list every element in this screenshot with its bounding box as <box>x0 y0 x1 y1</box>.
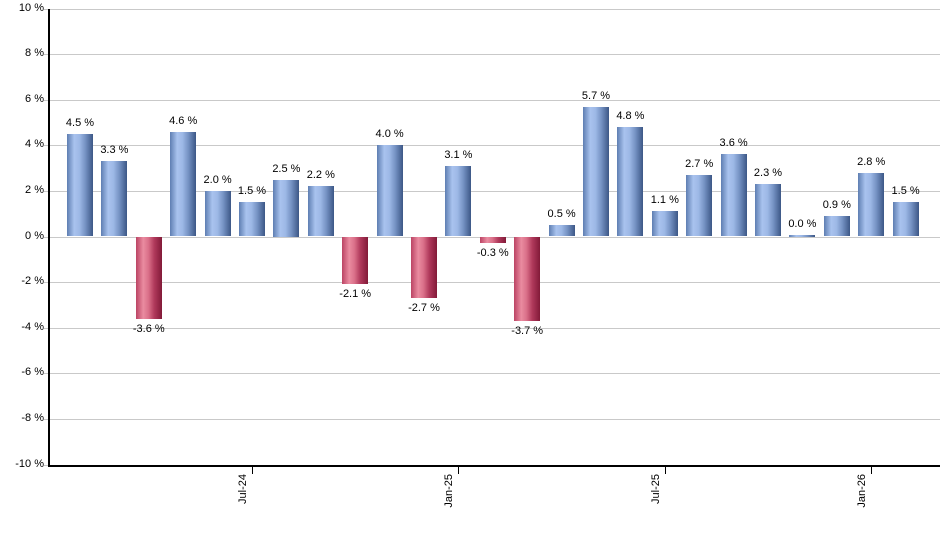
gridline <box>44 8 940 10</box>
x-axis-tick <box>664 466 666 474</box>
bar-value-label: 2.8 % <box>857 155 886 168</box>
y-axis-tick-label: -4 % <box>21 320 44 333</box>
bar-value-label: 4.0 % <box>375 128 404 141</box>
bar-value-label: -0.3 % <box>476 247 509 260</box>
y-axis-tick-label: 4 % <box>25 138 44 151</box>
y-axis-tick-label: 6 % <box>25 92 44 105</box>
y-axis-tick-label: 0 % <box>25 229 44 242</box>
bar-value-label: 2.7 % <box>685 157 714 170</box>
gridline <box>44 54 940 56</box>
bar-value-label: 0.9 % <box>822 198 851 211</box>
bar-value-label: 3.3 % <box>100 144 129 157</box>
bar <box>273 179 300 237</box>
x-axis-line <box>48 464 940 467</box>
bar-value-label: 4.6 % <box>169 114 198 127</box>
bar <box>239 202 265 237</box>
y-axis-tick-label: 10 % <box>18 1 44 14</box>
bar <box>548 225 575 237</box>
x-axis-tick-label: Jan-26 <box>856 473 869 508</box>
bar-value-label: 3.6 % <box>719 137 748 150</box>
gridline <box>44 99 940 101</box>
x-axis-tick <box>871 466 873 474</box>
bar <box>514 236 541 321</box>
bar <box>479 236 506 244</box>
bar <box>170 131 197 237</box>
y-axis-line <box>48 8 50 465</box>
bar <box>720 154 747 237</box>
bar <box>376 145 403 237</box>
bar <box>135 236 162 319</box>
gridline <box>44 282 940 284</box>
bar-value-label: 1.5 % <box>237 185 267 198</box>
bar <box>101 161 128 237</box>
bar <box>583 106 609 237</box>
gridline <box>44 145 940 147</box>
gridline <box>44 373 940 375</box>
gridline <box>44 190 940 192</box>
bar <box>342 236 369 285</box>
gridline <box>44 418 940 420</box>
bar-value-label: 4.5 % <box>65 116 95 129</box>
bar-value-label: 5.7 % <box>581 89 611 102</box>
y-axis-tick-label: -6 % <box>21 366 44 379</box>
bar-value-label: 2.5 % <box>272 162 301 175</box>
bar-value-label: 2.2 % <box>306 169 335 182</box>
bar-value-label: 1.1 % <box>650 194 679 207</box>
bar <box>858 172 885 237</box>
bar-value-label: 0.5 % <box>547 208 576 221</box>
y-axis-tick-label: -10 % <box>15 457 44 470</box>
bar <box>67 133 93 237</box>
bar <box>892 202 919 237</box>
bar <box>445 165 472 237</box>
bar-value-label: -3.6 % <box>132 322 165 335</box>
y-axis-tick-label: 8 % <box>25 47 44 60</box>
x-axis-tick-label: Jan-25 <box>443 473 456 508</box>
x-axis-tick-label: Jul-25 <box>649 473 662 504</box>
x-axis-tick-label: Jul-24 <box>237 473 249 504</box>
gridline <box>44 327 940 329</box>
bar <box>755 184 781 237</box>
bar <box>617 127 644 237</box>
bar-value-label: 3.1 % <box>444 148 473 161</box>
bar <box>823 215 850 237</box>
bar-value-label: 2.3 % <box>753 167 783 180</box>
bar <box>651 211 678 237</box>
bar-value-label: -3.7 % <box>511 324 544 337</box>
bar <box>686 174 713 237</box>
bar-value-label: 4.8 % <box>616 110 645 123</box>
bar-value-label: 1.5 % <box>891 185 920 198</box>
x-axis-tick <box>252 466 253 474</box>
bar <box>411 236 437 299</box>
x-axis-tick <box>458 466 460 474</box>
bar-value-label: 0.0 % <box>788 218 817 230</box>
bar-value-label: -2.1 % <box>339 288 372 301</box>
bar <box>789 235 816 237</box>
y-axis-tick-label: 2 % <box>25 183 44 196</box>
bar <box>307 186 334 237</box>
bar <box>204 190 231 237</box>
y-axis-tick-label: -2 % <box>21 275 44 288</box>
bar-value-label: -2.7 % <box>408 302 440 315</box>
bar-value-label: 2.0 % <box>203 173 232 186</box>
y-axis-tick-label: -8 % <box>21 411 44 424</box>
